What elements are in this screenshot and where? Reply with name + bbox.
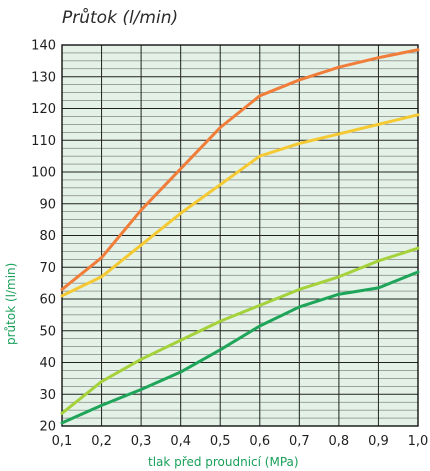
- x-tick-label: 0,9: [368, 434, 389, 449]
- y-tick-label: 60: [39, 293, 56, 308]
- x-tick-label: 0,7: [289, 434, 310, 449]
- x-tick-label: 0,8: [329, 434, 350, 449]
- y-tick-label: 50: [39, 324, 56, 339]
- x-tick-label: 0,6: [249, 434, 270, 449]
- chart-title: Průtok (l/min): [62, 8, 179, 28]
- x-tick-label: 0,5: [210, 434, 231, 449]
- series-layer: [60, 48, 420, 425]
- y-tick-label: 30: [39, 388, 56, 403]
- x-tick-label: 0,2: [91, 434, 112, 449]
- plot-frame: [61, 44, 419, 427]
- y-tick-label: 90: [39, 197, 56, 212]
- y-tick-label: 80: [39, 229, 56, 244]
- y-tick-label: 120: [31, 102, 56, 117]
- x-tick-label: 0,1: [52, 434, 73, 449]
- series-line-4: [60, 270, 420, 425]
- y-tick-label: 140: [31, 39, 56, 54]
- y-tick-label: 40: [39, 356, 56, 371]
- y-tick-label: 70: [39, 261, 56, 276]
- x-axis-label: tlak před proudnicí (MPa): [148, 455, 299, 469]
- series-line-2: [60, 113, 420, 298]
- y-tick-labels: 20 30 40 50 60 70 80 90 100 110 120 130 140: [31, 39, 56, 435]
- y-tick-label: 20: [39, 420, 56, 435]
- series-line-3: [60, 246, 420, 415]
- x-tick-label: 0,4: [170, 434, 191, 449]
- y-tick-label: 130: [31, 70, 56, 85]
- y-tick-label: 100: [31, 166, 56, 181]
- x-tick-label: 0,3: [131, 434, 152, 449]
- x-tick-labels: 0,1 0,2 0,3 0,4 0,5 0,6 0,7 0,8 0,9 1,0: [52, 434, 429, 449]
- x-tick-label: 1,0: [408, 434, 429, 449]
- y-tick-label: 110: [31, 134, 56, 149]
- series-line-1: [60, 48, 420, 291]
